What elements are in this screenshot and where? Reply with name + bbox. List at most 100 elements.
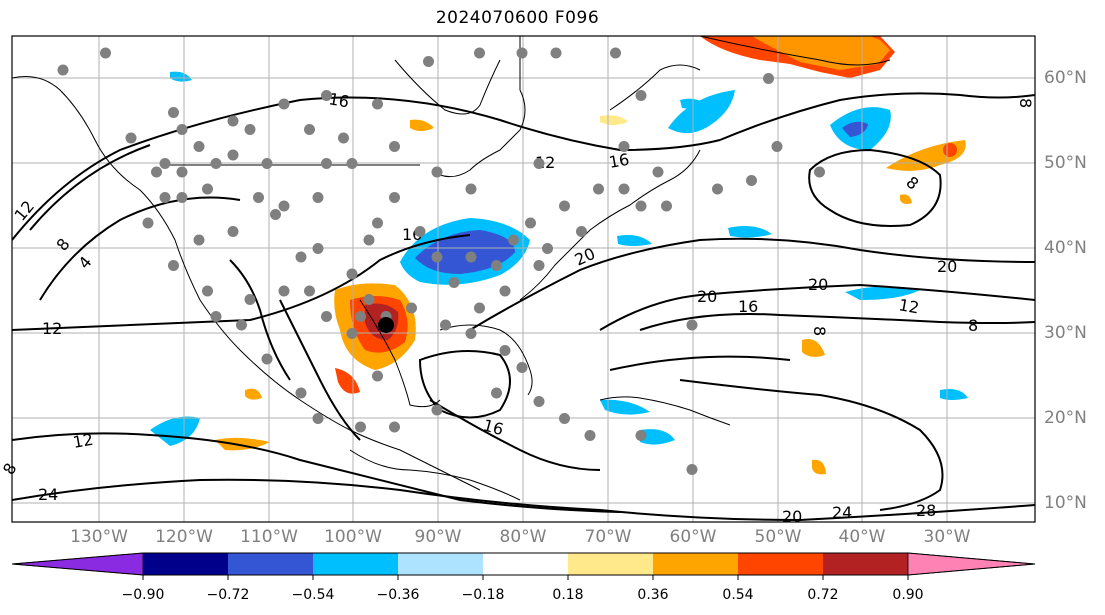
station-dot xyxy=(312,413,324,424)
station-dot xyxy=(159,192,171,203)
station-dots xyxy=(57,47,825,475)
contour-label: 8 xyxy=(968,316,978,335)
station-dot xyxy=(304,124,315,135)
colorbar-tick-label: 0.36 xyxy=(637,587,669,603)
station-dot xyxy=(610,47,621,59)
station-dot xyxy=(355,421,366,433)
contours xyxy=(12,92,1035,522)
station-dot xyxy=(533,158,545,169)
station-dot xyxy=(151,166,162,178)
colorbar-bin xyxy=(398,553,483,575)
station-dot xyxy=(431,404,443,416)
contour-label: 12 xyxy=(11,197,39,225)
contour-label: 8 xyxy=(0,460,21,478)
station-dot xyxy=(304,285,315,297)
colorbar-over-arrow xyxy=(907,552,1036,576)
longitude-label: 100°W xyxy=(324,527,382,547)
colorbar-bin xyxy=(738,553,823,575)
contour-label: 16 xyxy=(738,297,758,316)
station-dot xyxy=(176,192,188,203)
longitude-label: 40°W xyxy=(838,527,886,547)
latitude-label: 50°N xyxy=(1044,153,1087,173)
station-dot xyxy=(635,90,647,101)
colorbar-tick-label: −0.18 xyxy=(461,587,505,603)
station-dot xyxy=(176,124,188,135)
contour-labels: 16 12 16 12 8 4 16 20 20 16 20 20 12 8 1… xyxy=(0,89,1035,526)
station-dot xyxy=(346,268,358,280)
contour-label: 8 xyxy=(810,326,829,336)
longitude-label: 130°W xyxy=(70,527,128,547)
station-dot xyxy=(533,260,545,271)
station-dot xyxy=(338,132,349,144)
station-dot xyxy=(516,47,528,59)
station-dot xyxy=(202,285,213,297)
station-dot xyxy=(193,141,205,152)
longitude-label: 110°W xyxy=(240,527,298,547)
station-dot xyxy=(210,311,222,322)
latitude-label: 10°N xyxy=(1044,493,1087,513)
latitude-label: 20°N xyxy=(1044,408,1087,428)
contour-label: 24 xyxy=(38,485,58,504)
station-dot xyxy=(389,192,400,203)
station-dot xyxy=(499,345,511,356)
station-dot xyxy=(576,226,587,237)
station-dot xyxy=(686,319,698,331)
map-title: 2024070600 F096 xyxy=(435,8,600,28)
station-dot xyxy=(244,294,256,305)
graticule xyxy=(12,36,1035,522)
contour-label: 8 xyxy=(902,173,922,194)
station-dot xyxy=(355,311,366,322)
station-dot xyxy=(57,64,69,76)
station-dot xyxy=(763,73,774,84)
colorbar-bin xyxy=(653,553,738,575)
contour-label: 20 xyxy=(937,257,957,276)
longitude-label: 50°W xyxy=(754,527,802,547)
station-dot xyxy=(584,430,596,441)
colorbar-tick-label: −0.72 xyxy=(206,587,250,603)
station-dot xyxy=(253,192,264,203)
shade-warm-greenland-edge xyxy=(752,36,890,70)
contour-label: 16 xyxy=(327,89,350,111)
station-dot xyxy=(474,47,485,59)
station-dot xyxy=(295,387,307,399)
coastlines xyxy=(12,36,891,501)
contour-label: 12 xyxy=(42,319,62,338)
station-dot xyxy=(227,226,239,237)
station-dot xyxy=(491,260,502,271)
colorbar-tick-label: −0.90 xyxy=(121,587,165,603)
station-dot xyxy=(465,328,477,339)
station-dot xyxy=(168,107,179,118)
station-dot xyxy=(559,200,570,212)
contour-label: 8 xyxy=(1016,98,1035,108)
station-dot xyxy=(372,98,383,110)
station-dot xyxy=(346,158,358,169)
station-dot xyxy=(278,98,290,110)
station-dot xyxy=(431,251,443,263)
station-dot xyxy=(278,285,290,297)
contour-label: 16 xyxy=(607,150,630,172)
station-dot xyxy=(236,319,247,331)
station-dot xyxy=(193,234,205,246)
station-dot xyxy=(346,328,358,339)
shaded-anomaly-layer xyxy=(150,36,968,475)
station-dot xyxy=(474,302,485,314)
station-dot xyxy=(686,464,698,475)
station-dot xyxy=(270,209,281,220)
station-dot xyxy=(295,251,307,263)
station-dot xyxy=(542,243,553,254)
station-dot xyxy=(661,200,672,212)
contour-label: 16 xyxy=(481,416,506,440)
station-dot xyxy=(321,90,332,101)
station-dot xyxy=(712,183,723,195)
station-dot xyxy=(465,183,477,195)
contour-label: 28 xyxy=(916,501,936,520)
station-dot xyxy=(227,115,239,127)
contour-label: 24 xyxy=(832,503,852,522)
colorbar-tick-label: 0.72 xyxy=(807,587,839,603)
station-dot xyxy=(508,234,519,246)
station-dot xyxy=(431,166,443,178)
colorbar-bin xyxy=(483,553,568,575)
station-dot xyxy=(593,183,604,195)
contour-label: 20 xyxy=(697,287,717,306)
colorbar-tick-label: 0.18 xyxy=(552,587,584,603)
